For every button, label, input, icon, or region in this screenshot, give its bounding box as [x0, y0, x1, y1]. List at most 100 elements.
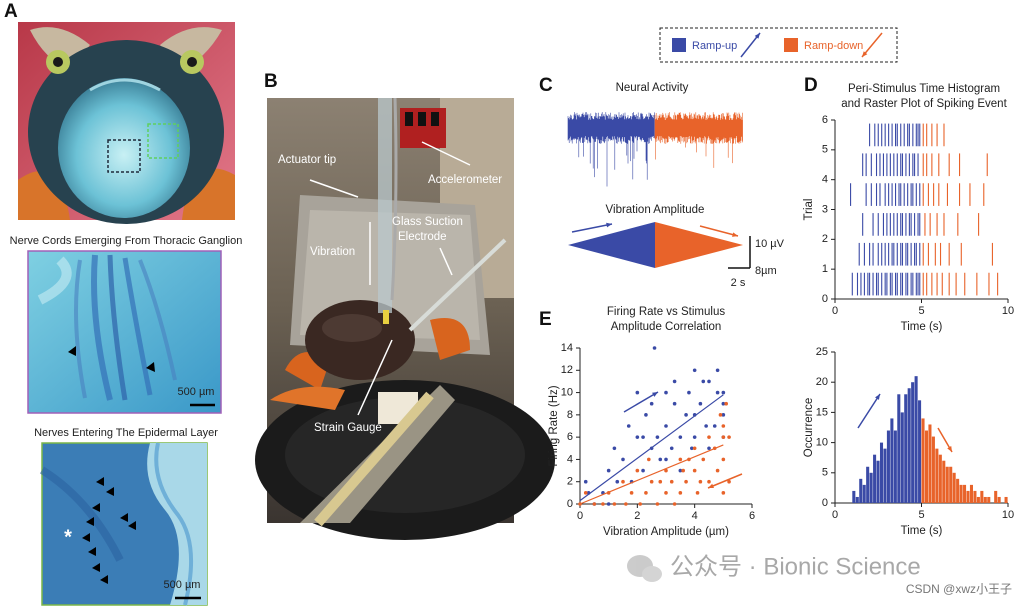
bar: [862, 484, 866, 503]
y-tick-label: 10: [561, 386, 573, 398]
watermark-icon: [627, 555, 662, 582]
y-axis-label: Trial: [803, 199, 815, 221]
scale-bar-label: 8µm: [755, 265, 777, 277]
y-tick-label: 14: [561, 342, 573, 354]
arrow-head: [754, 33, 760, 39]
bar: [921, 418, 925, 503]
y-tick-label: 3: [822, 203, 828, 215]
point: [721, 413, 726, 417]
watermark: 公众号 · Bionic Science: [670, 553, 921, 580]
epidermal-photo: [39, 442, 208, 606]
bar: [983, 496, 987, 503]
bar: [949, 466, 953, 503]
point: [692, 413, 697, 417]
arrow: [623, 391, 659, 413]
point: [698, 401, 703, 406]
point: [658, 457, 663, 462]
y-tick-label: 12: [561, 364, 573, 376]
y-axis-label: Firing Rate (Hz): [548, 385, 560, 466]
x-tick-label: 6: [749, 510, 755, 522]
caption: Nerves Entering The Epidermal Layer: [34, 427, 218, 439]
point: [583, 491, 588, 495]
bar: [869, 472, 873, 503]
point: [615, 479, 620, 484]
point: [672, 401, 677, 406]
y-tick-label: 1: [822, 263, 828, 275]
point: [681, 468, 685, 473]
point: [647, 457, 651, 462]
point: [641, 435, 645, 439]
point: [727, 479, 731, 484]
y-tick-label: 4: [567, 453, 573, 465]
y-tick-label: 25: [816, 346, 828, 358]
arrow: [699, 225, 739, 237]
y-tick-label: 2: [567, 476, 573, 488]
bar: [973, 490, 977, 503]
point: [624, 502, 628, 506]
point: [652, 346, 657, 350]
bar: [928, 424, 932, 503]
point: [692, 446, 697, 451]
point: [644, 491, 648, 495]
point: [635, 468, 640, 473]
arrow-head: [606, 222, 612, 228]
point: [629, 491, 634, 495]
point: [698, 479, 703, 484]
bar: [942, 460, 946, 503]
point: [721, 491, 726, 495]
point: [687, 390, 691, 395]
bar: [918, 400, 922, 503]
neural-trace: [567, 112, 655, 187]
y-axis-label: Occurrence: [803, 398, 815, 457]
trace-title: Neural Activity: [616, 82, 689, 94]
x-tick-label: 0: [577, 510, 583, 522]
traces: [567, 112, 743, 268]
point: [664, 491, 668, 495]
bar: [911, 382, 915, 503]
rig-label: Glass Suction: [392, 216, 463, 228]
point: [692, 468, 697, 473]
bar: [963, 484, 967, 503]
bar: [873, 454, 877, 503]
point: [707, 435, 711, 439]
point: [684, 413, 688, 417]
x-axis-label: Vibration Amplitude (µm): [603, 526, 729, 538]
rig-photo: [255, 97, 555, 540]
chart: 0 5 10 0 5 10 15 20 25 Time (s) Occurrence: [803, 346, 1014, 537]
point: [707, 479, 711, 484]
point: [707, 446, 711, 451]
bar: [907, 388, 911, 503]
point: [707, 379, 711, 384]
point: [655, 435, 660, 439]
y-tick-label: 15: [816, 406, 828, 418]
rig-label: Accelerometer: [428, 174, 502, 186]
point: [586, 491, 591, 495]
point: [692, 435, 697, 439]
bar: [1004, 496, 1008, 503]
vibration-envelope: [655, 222, 743, 268]
y-tick-label: 4: [822, 174, 828, 186]
scale-bar-label: 500 µm: [164, 579, 201, 591]
point: [712, 424, 717, 428]
x-tick-label: 2: [634, 510, 640, 522]
point: [664, 390, 668, 395]
bar: [883, 448, 887, 503]
point: [721, 390, 726, 395]
chart-title: Amplitude Correlation: [611, 321, 722, 333]
bar: [890, 418, 894, 503]
point: [715, 368, 720, 373]
bar: [956, 478, 960, 503]
rig-label: Vibration: [310, 246, 355, 258]
point: [669, 446, 674, 451]
bar: [855, 496, 859, 503]
chart: 0 5 10 0 1 2 3 4 5 6 Time (s) Trial: [803, 114, 1014, 333]
bar: [966, 490, 970, 503]
legend: Ramp-up Ramp-down: [659, 27, 898, 63]
legend-label: Ramp-up: [692, 40, 737, 52]
point: [695, 491, 700, 495]
x-axis-label: Time (s): [901, 525, 943, 537]
bar: [997, 496, 1001, 503]
point: [715, 468, 720, 473]
rig-label: Electrode: [398, 231, 447, 243]
